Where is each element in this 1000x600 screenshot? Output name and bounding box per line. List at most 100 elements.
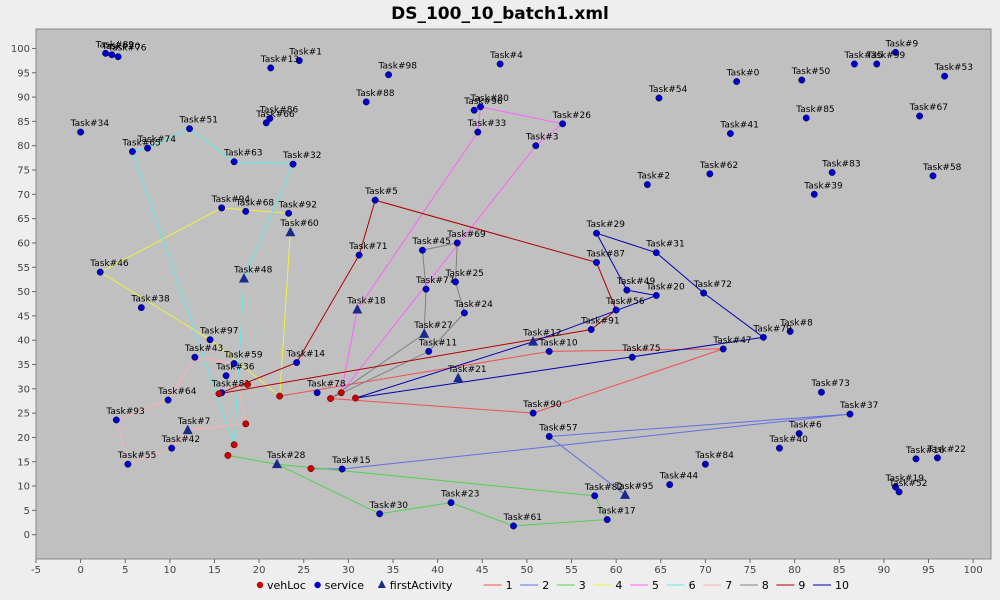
legend-label-10: 10 bbox=[835, 579, 849, 592]
task-label: Task#82 bbox=[584, 483, 623, 493]
task-label: Task#61 bbox=[503, 513, 542, 523]
task-label: Task#52 bbox=[888, 479, 927, 489]
vehicle-location-point bbox=[244, 380, 251, 388]
service-point bbox=[591, 492, 599, 500]
task-label: Task#45 bbox=[411, 237, 450, 247]
task-label: Task#50 bbox=[791, 67, 831, 77]
task-label: Task#80 bbox=[469, 94, 509, 104]
task-label: Task#20 bbox=[645, 282, 685, 292]
x-axis-ticks: -5 0 5 10 15 20 25 30 35 40 45 50 55 60 65 70 75 80 85 90 95… bbox=[31, 559, 983, 576]
y-axis-ticks: 0 5 10 15 20 25 30 35 40 45 50 55 60 65 70 75 80 85 90 95 10… bbox=[11, 44, 36, 541]
service-point bbox=[532, 142, 540, 150]
task-label: Task#90 bbox=[522, 400, 562, 410]
task-label: Task#0 bbox=[726, 69, 760, 79]
y-tick-label: 30 bbox=[17, 384, 30, 395]
legend-marker-vehLoc bbox=[256, 581, 264, 589]
task-label: Task#56 bbox=[605, 297, 645, 307]
task-label: Task#92 bbox=[278, 200, 317, 210]
task-label: Task#94 bbox=[211, 195, 251, 205]
service-point bbox=[529, 409, 537, 417]
task-label: Task#71 bbox=[348, 242, 387, 252]
service-point bbox=[114, 53, 122, 61]
first-activity-marker bbox=[419, 328, 430, 338]
task-label: Task#39 bbox=[803, 181, 843, 191]
legend-label-4: 4 bbox=[615, 579, 622, 592]
task-label: Task#28 bbox=[266, 451, 306, 461]
first-activity-marker bbox=[528, 336, 539, 346]
vehicle-location-point bbox=[224, 451, 232, 459]
service-point bbox=[371, 196, 379, 204]
task-label: Task#65 bbox=[121, 139, 160, 149]
task-label: Task#5 bbox=[364, 187, 398, 197]
task-label: Task#16 bbox=[905, 446, 945, 456]
task-label: Task#4 bbox=[489, 51, 523, 61]
task-label: Task#49 bbox=[616, 277, 656, 287]
service-point bbox=[810, 190, 818, 198]
task-label: Task#27 bbox=[413, 321, 452, 331]
service-point bbox=[128, 148, 136, 155]
plot-area bbox=[35, 28, 992, 560]
task-label: Task#42 bbox=[161, 435, 200, 445]
service-point bbox=[850, 60, 858, 68]
x-tick-label: 35 bbox=[387, 565, 400, 576]
y-tick-label: 45 bbox=[17, 311, 30, 322]
y-tick-label: 75 bbox=[17, 166, 30, 177]
x-tick-label: 45 bbox=[476, 565, 489, 576]
service-point bbox=[759, 333, 767, 341]
task-label: Task#96 bbox=[463, 97, 503, 107]
task-points: Task#0 Task#1 Task#2 Task#3 Task#4 Task#5 Task… bbox=[70, 39, 973, 530]
service-point bbox=[230, 158, 238, 166]
service-point bbox=[545, 347, 553, 355]
service-point bbox=[612, 306, 620, 314]
service-point bbox=[643, 181, 651, 189]
service-point bbox=[124, 460, 132, 468]
task-label: Task#84 bbox=[694, 451, 734, 461]
y-tick-label: 60 bbox=[17, 238, 30, 249]
x-tick-label: 5 bbox=[122, 565, 128, 576]
task-label: Task#95 bbox=[614, 482, 653, 492]
task-label: Task#7 bbox=[177, 417, 211, 427]
task-label: Task#41 bbox=[719, 121, 758, 131]
task-label: Task#62 bbox=[699, 161, 738, 171]
vehicle-location-point bbox=[215, 390, 223, 398]
legend-label-5: 5 bbox=[652, 579, 659, 592]
service-point bbox=[313, 389, 321, 397]
task-label: Task#74 bbox=[137, 135, 177, 145]
service-point bbox=[593, 258, 600, 266]
x-tick-label: 25 bbox=[297, 565, 310, 576]
task-label: Task#81 bbox=[211, 380, 250, 390]
x-tick-label: -5 bbox=[31, 565, 41, 576]
x-tick-label: 15 bbox=[208, 565, 221, 576]
task-label: Task#23 bbox=[440, 490, 479, 500]
y-tick-label: 50 bbox=[17, 287, 30, 298]
x-tick-label: 95 bbox=[922, 565, 935, 576]
vehicle-location-point bbox=[352, 394, 359, 402]
task-label: Task#46 bbox=[89, 259, 129, 269]
task-label: Task#29 bbox=[586, 220, 626, 230]
y-tick-label: 35 bbox=[17, 360, 30, 371]
task-label: Task#43 bbox=[184, 344, 223, 354]
first-activity-marker bbox=[352, 304, 363, 314]
service-point bbox=[186, 125, 193, 133]
y-tick-label: 0 bbox=[24, 530, 30, 541]
task-label: Task#83 bbox=[821, 159, 860, 169]
task-label: Task#35 bbox=[843, 51, 882, 61]
service-point bbox=[362, 98, 370, 106]
service-point bbox=[726, 130, 734, 137]
task-label: Task#3 bbox=[525, 133, 559, 143]
task-label: Task#10 bbox=[538, 338, 578, 348]
task-label: Task#19 bbox=[885, 474, 925, 484]
x-tick-label: 90 bbox=[878, 565, 891, 576]
service-point bbox=[700, 289, 708, 297]
service-point bbox=[719, 345, 727, 353]
task-label: Task#26 bbox=[552, 111, 592, 121]
task-label: Task#66 bbox=[255, 110, 295, 120]
x-tick-label: 60 bbox=[610, 565, 623, 576]
service-point bbox=[112, 416, 120, 424]
first-activity-marker bbox=[620, 489, 631, 499]
service-point bbox=[559, 120, 567, 128]
x-tick-label: 55 bbox=[565, 565, 578, 576]
task-label: Task#51 bbox=[179, 116, 218, 126]
task-label: Task#91 bbox=[580, 316, 619, 326]
service-point bbox=[587, 326, 595, 333]
